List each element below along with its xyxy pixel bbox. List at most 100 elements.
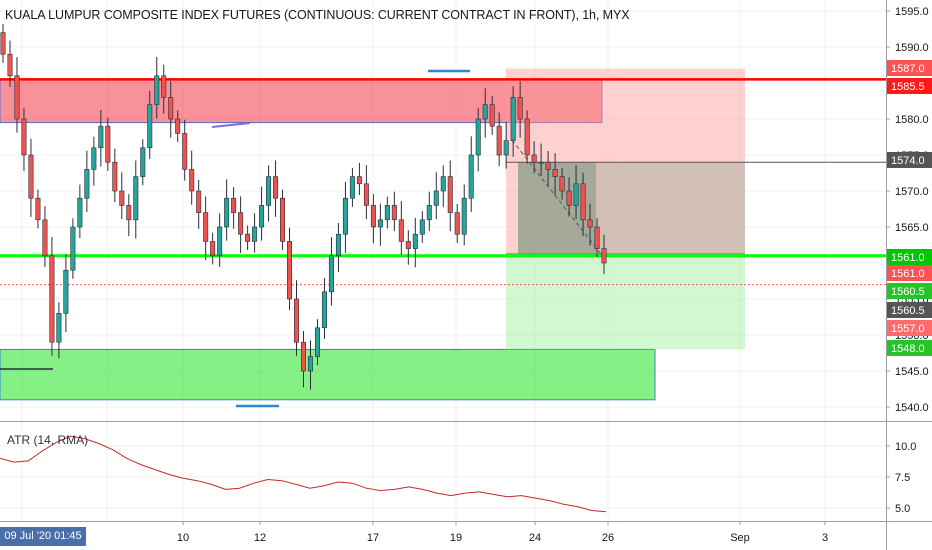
price-badge xyxy=(887,152,932,168)
price-badge xyxy=(887,78,932,94)
candle-body xyxy=(517,97,523,120)
atr-indicator-label[interactable]: ATR (14, RMA) xyxy=(7,433,89,447)
candle-body xyxy=(300,341,306,372)
candle-body xyxy=(307,356,313,372)
candle-body xyxy=(342,197,348,235)
candle-body xyxy=(349,176,355,199)
candle-body xyxy=(140,147,146,177)
candle-body xyxy=(231,197,237,213)
candle-body xyxy=(489,104,495,127)
atr-tick-label: 10.0 xyxy=(895,441,916,453)
atr-tick-label: 7.5 xyxy=(895,472,910,484)
position-target-area xyxy=(506,255,745,350)
candle-body xyxy=(49,255,55,343)
candle-body xyxy=(21,118,27,156)
candle-body xyxy=(391,205,397,221)
candle-body xyxy=(601,248,607,264)
candle-body xyxy=(35,197,41,221)
candle-body xyxy=(412,233,418,249)
candle-body xyxy=(42,219,48,257)
candle-body xyxy=(294,298,300,343)
candle-body xyxy=(266,176,272,206)
price-badge xyxy=(887,249,932,265)
candle-body xyxy=(566,190,572,206)
time-tick-label: 3 xyxy=(822,532,828,544)
candle-body xyxy=(126,205,132,221)
candle-body xyxy=(28,154,34,199)
price-tick-label: 1545.0 xyxy=(895,366,929,378)
candle-body xyxy=(245,233,251,242)
candle-body xyxy=(238,212,244,235)
candle-body xyxy=(405,241,411,249)
candle-body xyxy=(531,154,537,163)
price-tick-label: 1595.0 xyxy=(895,6,929,18)
candle-body xyxy=(0,32,6,55)
price-badge-label: 1560.5 xyxy=(891,305,925,317)
candle-body xyxy=(147,104,153,149)
candle-body xyxy=(98,125,104,149)
candle-body xyxy=(482,104,488,120)
candle-body xyxy=(503,140,509,156)
candle-body xyxy=(287,241,293,300)
time-tick-label: Sep xyxy=(730,532,750,544)
candle-body xyxy=(496,125,502,156)
candle-body xyxy=(524,118,530,156)
time-tick-label: 24 xyxy=(529,532,541,544)
price-badge-label: 1585.5 xyxy=(891,81,925,93)
candle-body xyxy=(552,169,558,177)
time-tick-label: 17 xyxy=(367,532,379,544)
candle-body xyxy=(63,269,69,314)
price-badge-label: 1560.5 xyxy=(891,286,925,298)
candle-body xyxy=(203,212,209,242)
position-range-area xyxy=(518,162,745,256)
candle-body xyxy=(510,97,516,141)
candle-body xyxy=(377,219,383,228)
candle-body xyxy=(594,226,600,249)
atr-line xyxy=(0,435,607,513)
candle-body xyxy=(168,97,174,120)
candle-body xyxy=(335,233,341,257)
time-tick-label: 26 xyxy=(602,532,614,544)
candle-body xyxy=(119,190,125,206)
candle-body xyxy=(398,219,404,242)
candle-body xyxy=(587,219,593,228)
candle-body xyxy=(419,219,425,235)
candle-body xyxy=(252,226,258,242)
candle-body xyxy=(84,169,90,199)
candle-body xyxy=(112,161,118,192)
candle-body xyxy=(217,226,223,257)
candle-body xyxy=(182,133,188,170)
candle-body xyxy=(105,125,111,163)
price-badge xyxy=(887,340,932,356)
candle-body xyxy=(328,255,334,293)
support-zone xyxy=(0,348,656,401)
chart-title: KUALA LUMPUR COMPOSITE INDEX FUTURES (CO… xyxy=(5,8,630,22)
candle-body xyxy=(580,183,586,221)
candle-body xyxy=(475,118,481,156)
candle-body xyxy=(7,53,13,77)
candle-body xyxy=(314,327,320,357)
price-tick-label: 1570.0 xyxy=(895,186,929,198)
price-tick-label: 1580.0 xyxy=(895,114,929,126)
candle-body xyxy=(154,75,160,105)
candle-body xyxy=(573,183,579,206)
candle-body xyxy=(468,154,474,199)
candle-body xyxy=(175,118,181,134)
price-badge-label: 1557.0 xyxy=(891,323,925,335)
candle-body xyxy=(384,205,390,221)
candle-body xyxy=(161,75,167,98)
time-tick-label: 19 xyxy=(450,532,462,544)
candle-body xyxy=(461,197,467,235)
price-badge xyxy=(887,283,932,299)
candles-group xyxy=(0,23,607,390)
candle-body xyxy=(280,197,286,242)
candle-body xyxy=(210,241,216,257)
candle-body xyxy=(440,176,446,192)
price-badge-label: 1574.0 xyxy=(891,155,925,167)
candle-body xyxy=(14,75,20,120)
price-badge xyxy=(887,60,932,76)
candle-body xyxy=(363,183,369,206)
candle-body xyxy=(559,176,565,192)
